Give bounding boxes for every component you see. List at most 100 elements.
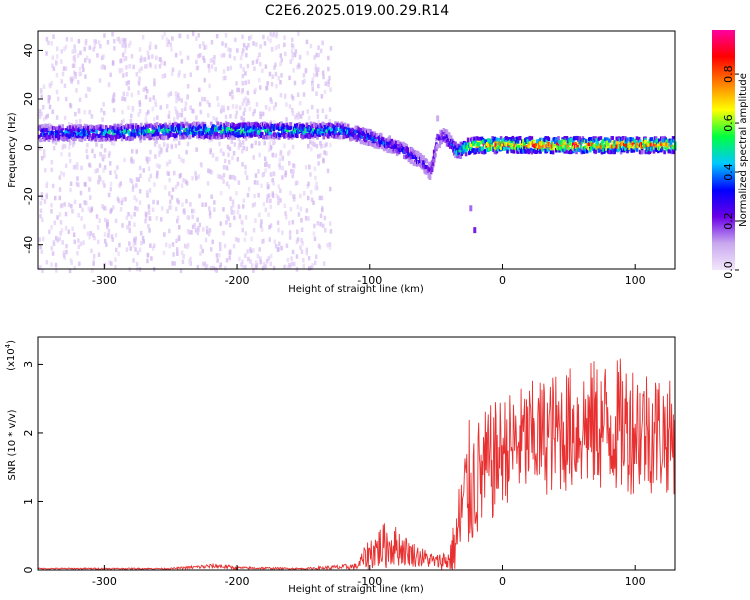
spectrogram-noise-cell [327,66,330,72]
spectrogram-noise-cell [126,91,129,97]
spectrogram-noise-cell [270,172,273,177]
spectrogram-ridge-cell [576,143,579,148]
spectrogram-noise-cell [78,119,82,124]
spectrogram-ridge-cell [225,127,229,132]
spectrogram-noise-cell [73,239,76,245]
spectrogram-ridge-cell [449,136,453,141]
spectrogram-noise-cell [38,112,42,117]
spectrogram-ridge-cell [464,152,468,157]
spectrogram-noise-cell [135,177,139,182]
spectrogram-noise-cell [130,158,133,164]
spectrogram-noise-cell [202,41,205,46]
spectrogram-ridge-cell [154,124,158,129]
spectrogram-ridge-cell [606,137,609,142]
spectrogram-noise-cell [176,115,179,120]
spectrogram-noise-cell [155,163,159,168]
spectrogram-ridge-cell [422,155,425,160]
spectrogram-noise-cell [69,102,72,108]
spectrogram-noise-cell [272,265,276,271]
spectrogram-ridge-cell [378,143,382,147]
spectrogram-noise-cell [106,219,109,224]
spectrogram-ridge-cell [316,135,319,140]
spectrogram-ridge-cell [523,146,526,151]
spectrogram-ridge-cell [139,135,143,140]
spectrogram-ridge-cell [143,136,146,141]
spectrogram-ridge-cell [204,126,208,131]
spectrogram-noise-cell [199,244,203,249]
spectrogram-ridge-cell [143,133,146,138]
spectrogram-noise-cell [311,263,314,268]
spectrogram-noise-cell [124,56,128,61]
spectrogram-noise-cell [170,144,174,150]
spectrogram-ridge-cell [100,127,104,132]
spectrogram-ridge-cell [171,122,175,127]
spectrogram-noise-cell [153,243,156,248]
spectrogram-noise-cell [137,90,140,95]
spectrogram-ridge-cell [504,141,507,146]
spectrogram-ridge-cell [231,127,234,132]
spectrogram-ridge-cell [442,130,446,135]
spectrogram-noise-cell [253,108,256,114]
spectrogram-noise-cell [252,111,255,117]
spectrogram-noise-cell [324,81,328,86]
spectrogram-noise-cell [121,52,125,57]
spectrogram-noise-cell [301,80,305,85]
spectrogram-ridge-cell [453,151,456,156]
spectrogram-noise-cell [235,81,238,86]
spectrogram-noise-cell [269,137,272,142]
spectrogram-ridge-cell [130,131,133,136]
spectrogram-noise-cell [258,141,261,146]
spectrogram-noise-cell [134,247,137,252]
spectrogram-ridge-cell [499,136,503,141]
spectrogram-noise-cell [328,119,332,124]
spectrogram-ridge-cell [216,121,219,126]
spectrogram-ridge-cell [610,150,613,155]
spectrogram-noise-cell [146,258,149,264]
spectrogram-noise-cell [238,256,241,262]
spectrogram-noise-cell [223,243,227,249]
spectrogram-noise-cell [39,244,42,250]
spectrogram-noise-cell [147,109,150,115]
spectrogram-noise-cell [286,265,289,270]
spectrogram-noise-cell [77,39,81,44]
spectrogram-ridge-cell [375,133,379,137]
spectrogram-noise-cell [48,104,52,110]
spectrogram-noise-cell [93,39,96,44]
spectrogram-noise-cell [237,135,240,141]
spectrogram-noise-cell [55,72,59,78]
spectrogram-noise-cell [83,200,86,205]
spectrogram-ridge-cell [596,145,599,150]
spectrogram-noise-cell [121,109,124,115]
spectrogram-noise-cell [254,264,258,269]
spectrogram-noise-cell [178,33,182,39]
spectrogram-noise-cell [222,151,225,157]
spectrogram-noise-cell [199,53,202,58]
spectrogram-noise-cell [293,52,297,58]
spectrogram-ridge-cell [247,130,250,134]
spectrogram-ridge-cell [644,139,647,144]
spectrogram-ridge-cell [57,136,60,141]
spectrogram-noise-cell [291,220,295,225]
spectrogram-noise-cell [181,108,184,113]
spectrogram-noise-cell [329,186,332,192]
spectrogram-ridge-cell [259,125,263,130]
spectrogram-noise-cell [125,81,128,86]
spectrogram-noise-cell [83,46,86,52]
spectrogram-noise-cell [222,104,225,110]
spectrogram-noise-cell [214,66,217,72]
spectrogram-noise-cell [146,193,149,198]
spectrogram-ridge-cell [625,147,628,152]
spectrogram-noise-cell [186,228,190,234]
spectrogram-noise-cell [160,217,163,222]
spectrogram-noise-cell [252,228,256,233]
spectrogram-ridge-cell [616,141,620,146]
spectrogram-noise-cell [179,268,183,274]
spectrogram-noise-cell [183,208,186,213]
spectrogram-noise-cell [178,224,181,230]
spectrogram-noise-cell [275,31,279,37]
spectrogram-ridge-cell [338,130,342,135]
spectrogram-noise-cell [285,102,288,107]
spectrogram-ridge-cell [396,140,400,144]
spectrogram-noise-cell [326,168,330,174]
spectrogram-noise-cell [189,256,192,262]
